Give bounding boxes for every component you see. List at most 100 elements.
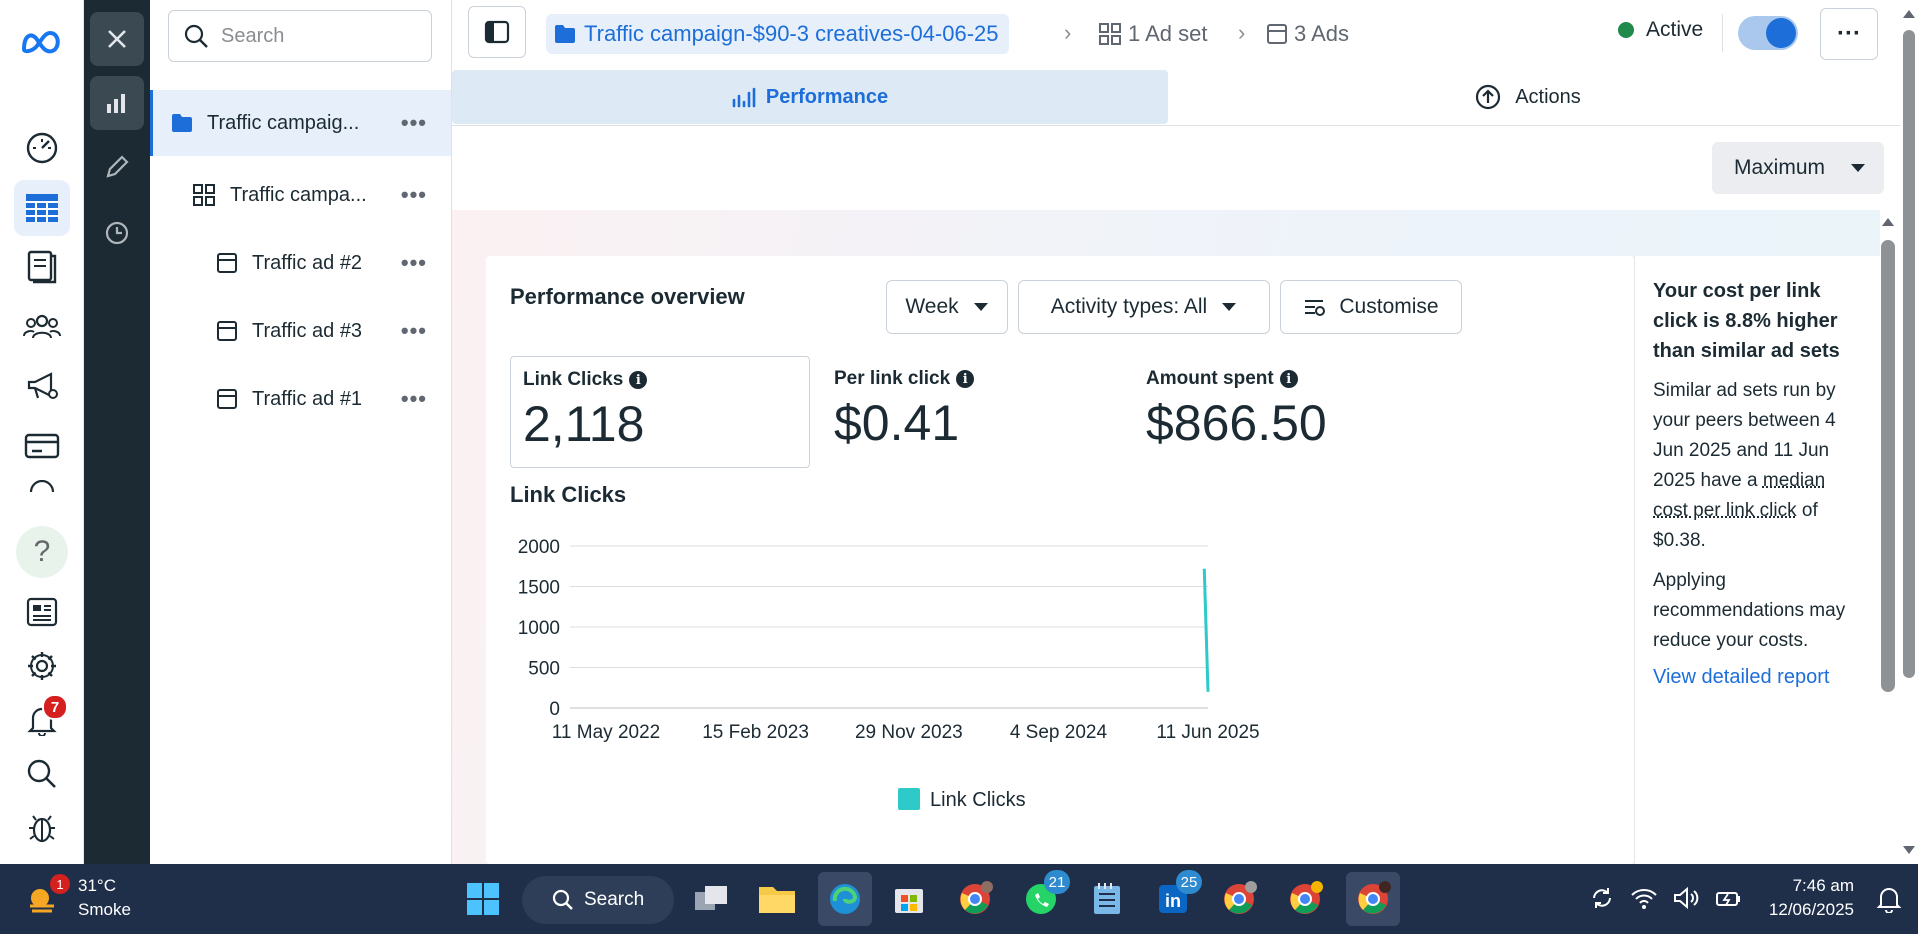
content-scrollbar[interactable] [1876,210,1900,864]
chrome-profile-icon[interactable] [1346,872,1400,926]
tab-bar: Performance Actions [452,70,1900,126]
page-scrollbar[interactable] [1900,0,1918,864]
divider [1722,14,1723,52]
weather-widget[interactable]: 1 31°C Smoke [24,874,131,922]
notifications-bell-icon[interactable]: 7 [14,692,70,748]
report-bug-icon[interactable] [14,800,70,856]
info-icon[interactable]: i [1279,370,1298,388]
activity-types-label: Activity types: All [1050,295,1208,318]
windows-start-icon[interactable] [460,876,506,922]
date-range-label: Maximum [1734,156,1826,179]
folder-icon [555,25,575,43]
linkedin-icon[interactable]: in 25 [1150,870,1202,922]
partial-arc-icon[interactable] [14,472,70,502]
activity-types-dropdown[interactable]: Activity types: All [1018,280,1270,334]
campaigns-megaphone-icon[interactable] [14,358,70,414]
customise-button[interactable]: Customise [1280,280,1462,334]
more-options-icon[interactable]: ••• [400,110,427,135]
chrome-profile-icon[interactable] [952,876,998,922]
breadcrumb-ads[interactable]: 3 Ads [1266,14,1349,54]
breadcrumb-campaign[interactable]: Traffic campaign-$90-3 creatives-04-06-2… [546,14,1009,54]
volume-icon[interactable] [1672,886,1700,910]
tab-actions[interactable]: Actions [1168,70,1888,124]
upload-circle-icon [1476,84,1501,110]
help-icon[interactable]: ? [16,526,68,578]
news-feed-icon[interactable] [14,584,70,640]
file-explorer-icon[interactable] [754,876,800,922]
y-tick-label: 1500 [518,578,560,599]
x-tick-label: 11 Jun 2025 [1156,722,1259,743]
scroll-down-arrow[interactable] [1903,846,1915,854]
task-view-icon[interactable] [688,876,734,922]
top-bar: Traffic campaign-$90-3 creatives-04-06-2… [452,0,1900,66]
scroll-up-arrow[interactable] [1882,218,1894,226]
active-toggle[interactable] [1738,16,1798,50]
chrome-profile-icon[interactable] [1282,876,1328,922]
scroll-thumb[interactable] [1881,240,1895,692]
status-dot [1618,22,1634,38]
pages-book-icon[interactable] [14,238,70,294]
close-icon[interactable] [90,12,144,66]
battery-icon[interactable] [1714,886,1742,910]
breadcrumb-adset[interactable]: 1 Ad set [1098,14,1208,54]
billing-card-icon[interactable] [14,418,70,474]
median-cost-tooltip-link[interactable]: median cost per link click [1653,470,1826,521]
settings-gear-icon[interactable] [14,638,70,694]
date-range-dropdown[interactable]: Maximum [1712,142,1884,194]
metric-value: 2,118 [523,396,645,452]
tree-item-ad-2[interactable]: Traffic ad #2 ••• [150,230,451,296]
info-icon[interactable]: i [956,370,975,388]
performance-chart-icon[interactable] [90,76,144,130]
tree-search-input[interactable]: Search [168,10,432,62]
view-detailed-report-link[interactable]: View detailed report [1653,666,1830,688]
chrome-profile-icon[interactable] [1216,876,1262,922]
more-options-button[interactable]: ··· [1820,8,1878,60]
info-icon[interactable]: i [629,371,648,389]
period-dropdown[interactable]: Week [886,280,1008,334]
wifi-icon[interactable] [1630,886,1658,910]
metric-link-clicks[interactable]: Link Clicks i 2,118 [510,356,810,468]
scroll-up-arrow[interactable] [1903,10,1915,18]
whatsapp-icon[interactable]: 21 [1018,870,1070,922]
notepad-icon[interactable] [1084,876,1130,922]
toggle-sidebar-icon[interactable] [468,6,526,58]
ads-manager-table-icon[interactable] [14,180,70,236]
more-options-icon[interactable]: ••• [400,318,427,343]
dashboard-gauge-icon[interactable] [14,120,70,176]
microsoft-store-icon[interactable] [886,876,932,922]
metric-per-link-click[interactable]: Per link click i $0.41 [822,356,1122,468]
period-label: Week [905,295,959,318]
more-options-icon[interactable]: ••• [400,386,427,411]
search-icon[interactable] [14,746,70,802]
tree-item-campaign[interactable]: Traffic campaig... ••• [150,90,451,156]
edit-pencil-icon[interactable] [90,140,144,194]
scroll-thumb[interactable] [1903,30,1915,678]
history-clock-icon[interactable] [90,206,144,260]
ad-icon [217,321,237,341]
tree-item-ad-1[interactable]: Traffic ad #1 ••• [150,366,451,432]
metric-amount-spent[interactable]: Amount spent i $866.50 [1134,356,1434,468]
system-clock[interactable]: 7:46 am 12/06/2025 [1750,874,1854,922]
search-icon [552,889,573,910]
taskbar-search[interactable]: Search [522,876,674,924]
audiences-people-icon[interactable] [14,298,70,354]
tree-item-label: Traffic campa... [230,183,367,206]
tree-item-adset[interactable]: Traffic campa... ••• [150,162,451,228]
breadcrumb-adset-label: 1 Ad set [1128,21,1208,46]
ad-icon [217,389,237,409]
tab-performance[interactable]: Performance [452,70,1168,124]
more-options-icon[interactable]: ••• [400,250,427,275]
more-options-icon[interactable]: ••• [400,182,427,207]
edge-browser-icon[interactable] [818,872,872,926]
recommendation-text: Similar ad sets run by your peers betwee… [1653,376,1862,556]
meta-logo-icon[interactable] [14,14,70,70]
card-title: Performance overview [510,284,745,309]
clock-time: 7:46 am [1792,876,1854,895]
tree-item-ad-3[interactable]: Traffic ad #3 ••• [150,298,451,364]
global-nav-rail: ? 7 [0,0,84,864]
metric-value: $0.41 [834,395,960,451]
sync-icon[interactable] [1588,884,1616,912]
customise-sliders-icon [1305,300,1326,316]
notification-center-icon[interactable] [1866,876,1912,922]
caret-down-icon [1222,303,1237,311]
